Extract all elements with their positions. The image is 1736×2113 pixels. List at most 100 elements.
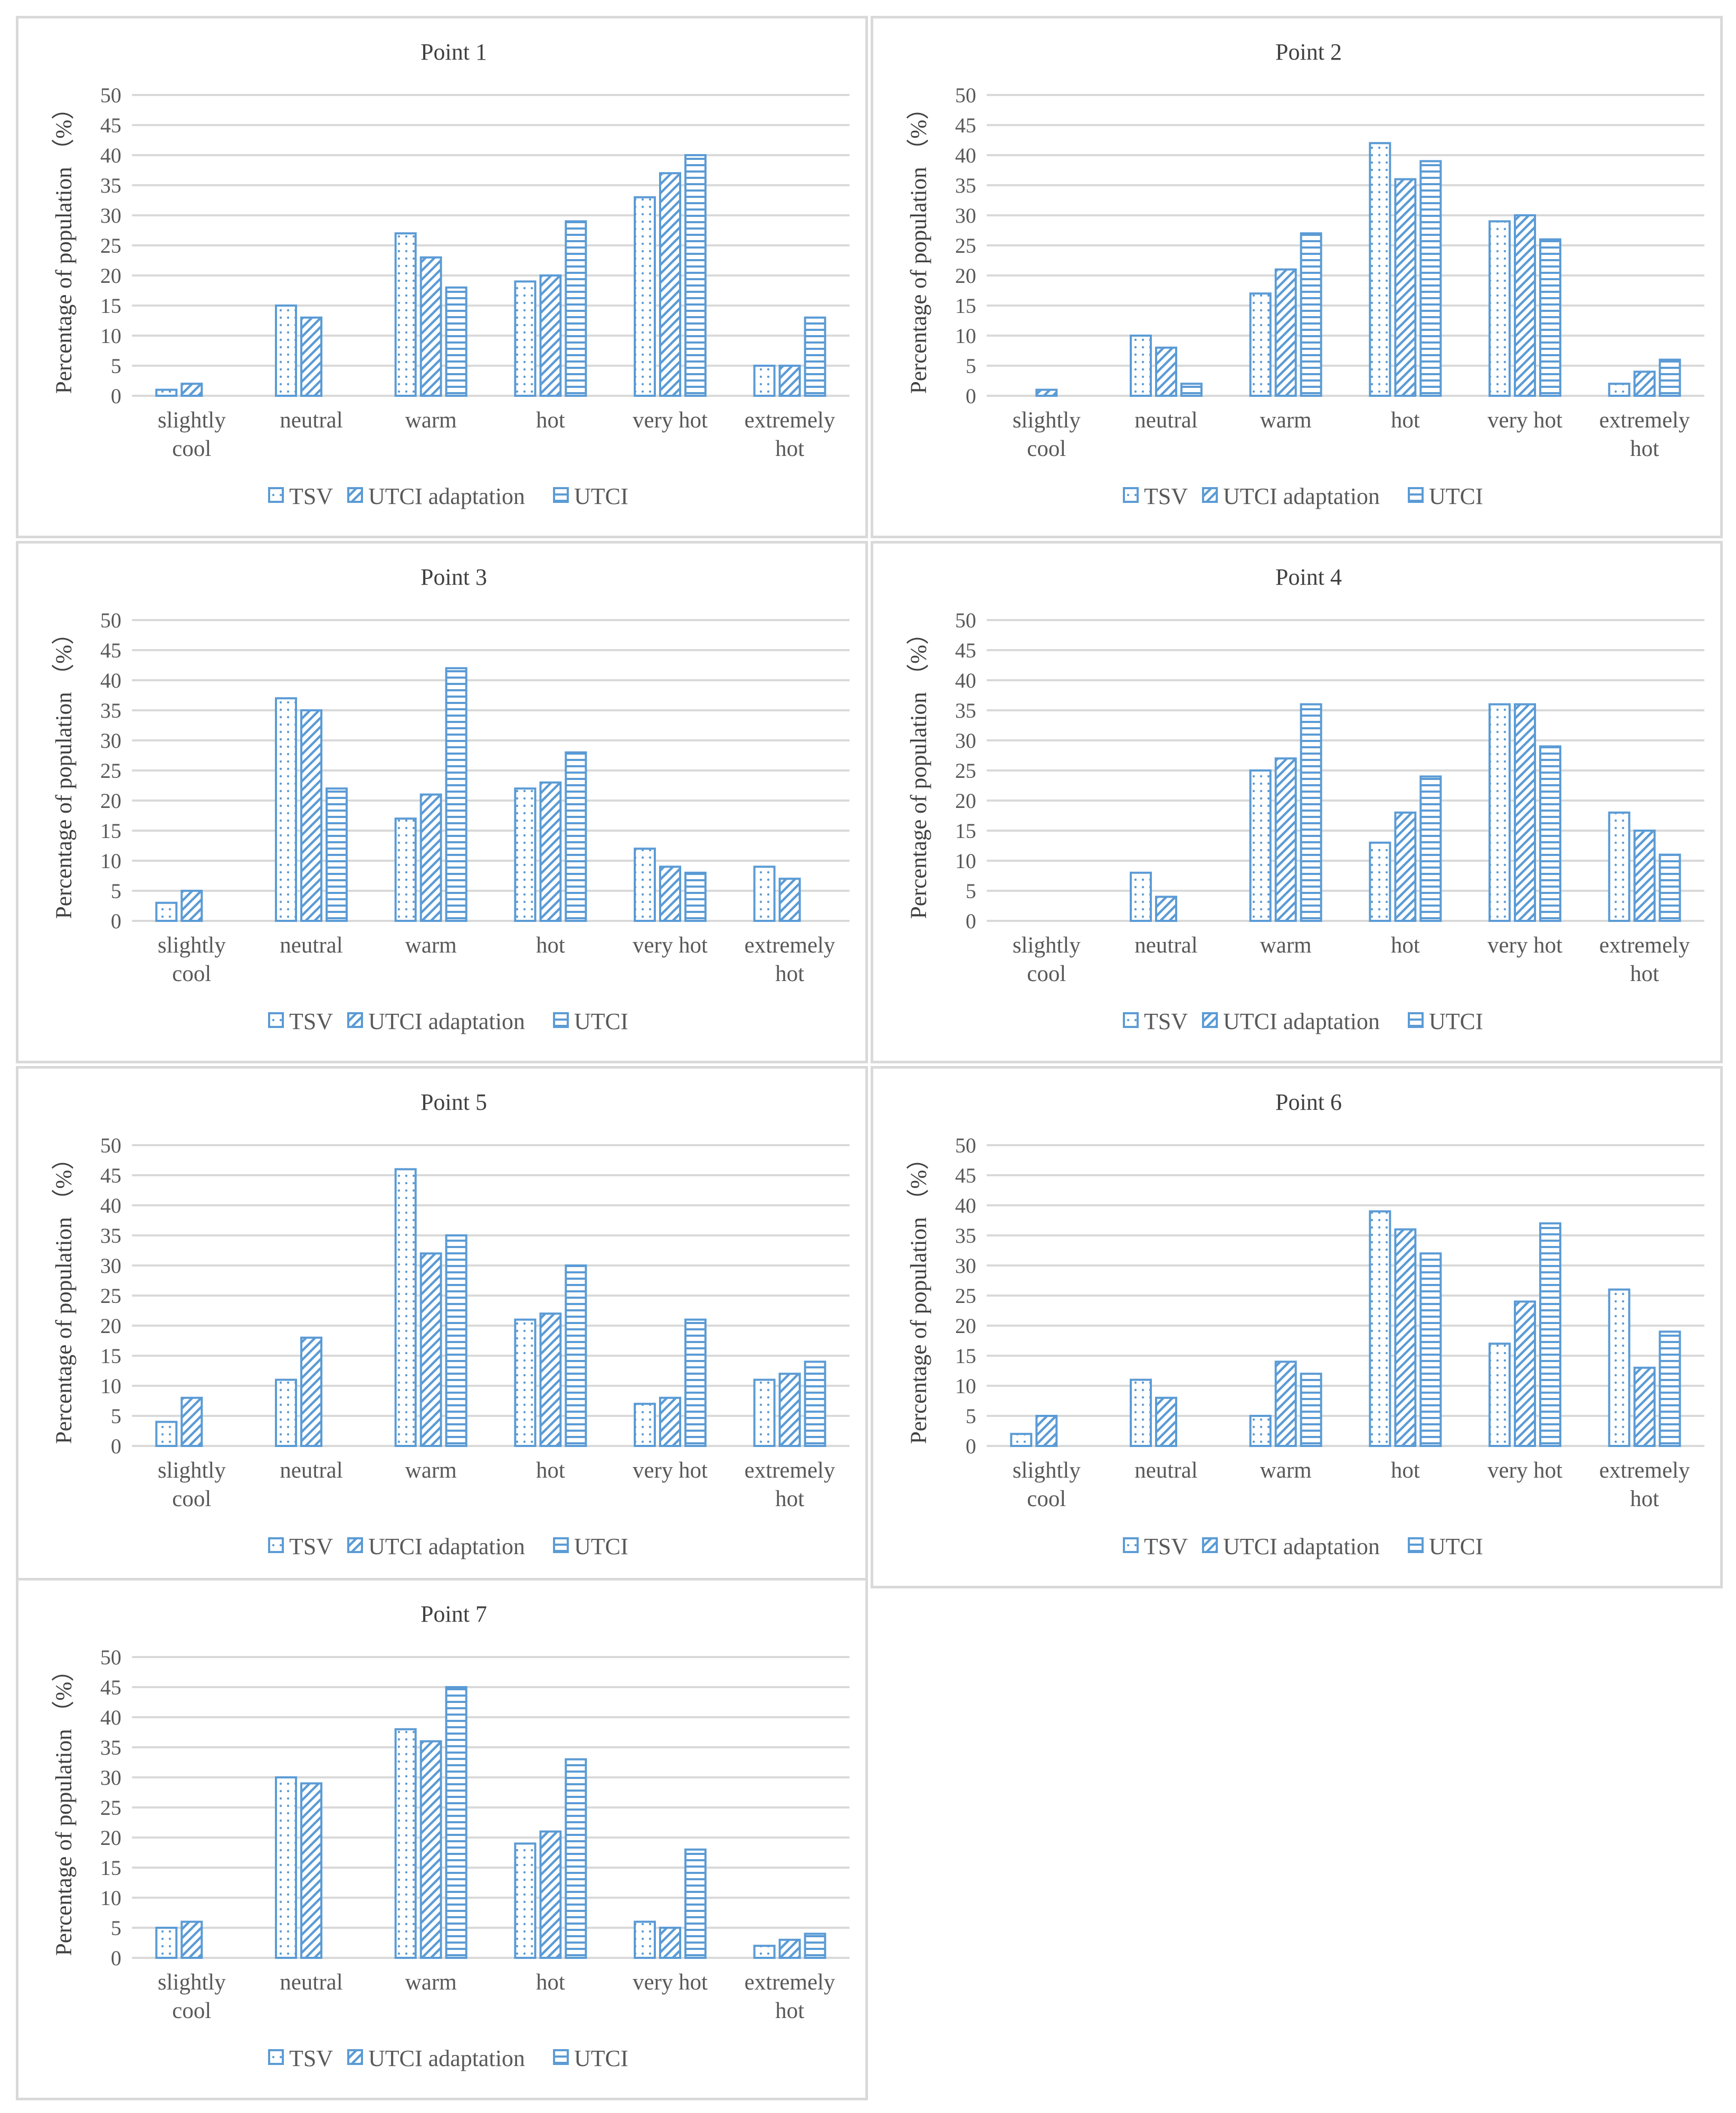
bar-utci — [1300, 1373, 1322, 1448]
legend-swatch-utci-adaptation — [347, 1012, 363, 1028]
legend-swatch-tsv — [268, 487, 284, 503]
legend-label: UTCI — [1429, 483, 1483, 509]
bar-tsv — [753, 365, 776, 397]
legend-swatch-utci — [553, 2049, 569, 2065]
bar-utci — [804, 1933, 826, 1959]
x-tick-label: slightly cool — [1013, 408, 1081, 461]
y-tick-label: 10 — [955, 1374, 976, 1398]
x-tick-label: warm — [1260, 1458, 1312, 1483]
y-tick-label: 45 — [955, 113, 976, 137]
y-tick-label: 5 — [111, 354, 121, 378]
y-tick-label: 20 — [955, 264, 976, 288]
x-tick-label: slightly cool — [158, 933, 226, 986]
x-tick-label: extremely hot — [745, 408, 835, 461]
bar-tsv — [1130, 1378, 1152, 1447]
bar-utci-adaptation — [1155, 896, 1177, 922]
bar-utci-adaptation — [1633, 1366, 1656, 1447]
bar-tsv — [155, 388, 178, 397]
bar-utci — [445, 1686, 468, 1959]
bar-utci-adaptation — [300, 1336, 322, 1447]
x-tick-label: warm — [405, 1458, 457, 1483]
bar-utci-adaptation — [419, 1252, 442, 1447]
y-tick-label: 15 — [100, 819, 121, 843]
x-tick-label: extremely hot — [1599, 408, 1690, 461]
bar-tsv — [1489, 220, 1511, 397]
bar-utci-adaptation — [659, 865, 681, 922]
chart-panel-point-3: Point 3 0 5 10 15 20 25 30 35 40 45 50 Percentage of… — [16, 541, 868, 1063]
y-tick-label: 45 — [955, 639, 976, 662]
chart-title: Point 2 — [1275, 39, 1342, 65]
y-tick-label: 10 — [100, 324, 121, 348]
bar-utci-adaptation — [1274, 268, 1297, 397]
y-tick-label: 10 — [955, 324, 976, 348]
bar-tsv — [1369, 142, 1391, 397]
x-tick-label: hot — [536, 1458, 565, 1483]
legend-label: TSV — [289, 483, 333, 509]
y-tick-label: 35 — [100, 699, 121, 722]
bar-tsv — [155, 1927, 178, 1959]
bar-tsv — [634, 1920, 656, 1959]
bar-utci-adaptation — [1274, 1360, 1297, 1448]
bar-chart: Point 5 0 5 10 15 20 25 30 35 40 45 50 Percentage of… — [52, 1089, 850, 1559]
bar-utci-adaptation — [778, 1938, 801, 1959]
x-tick-label: very hot — [1487, 933, 1562, 958]
y-tick-label: 0 — [111, 384, 121, 408]
legend-swatch-utci — [1408, 487, 1424, 503]
bar-utci — [684, 154, 707, 397]
y-tick-label: 40 — [955, 1194, 976, 1217]
legend-swatch-utci — [1408, 1012, 1424, 1028]
bar-utci-adaptation — [1155, 1396, 1177, 1447]
y-tick-label: 25 — [100, 1284, 121, 1308]
bar-tsv — [275, 304, 297, 397]
bar-tsv — [1249, 292, 1272, 397]
legend-label: UTCI adaptation — [1223, 1008, 1380, 1034]
x-tick-label: very hot — [633, 1458, 708, 1483]
y-tick-label: 15 — [955, 294, 976, 318]
bar-tsv — [1249, 769, 1272, 922]
y-tick-label: 15 — [100, 294, 121, 318]
bar-utci — [1539, 1222, 1561, 1447]
x-tick-label: neutral — [1134, 1458, 1197, 1483]
x-tick-label: neutral — [1134, 933, 1197, 958]
y-tick-label: 40 — [955, 669, 976, 692]
bar-tsv — [155, 1421, 178, 1448]
x-tick-label: neutral — [280, 1970, 342, 1995]
x-tick-label: slightly cool — [158, 1458, 226, 1511]
bar-utci-adaptation — [778, 365, 801, 397]
legend-swatch-tsv — [268, 1537, 284, 1553]
x-tick-label: neutral — [1134, 408, 1197, 433]
y-tick-label: 10 — [955, 849, 976, 873]
x-tick-label: extremely hot — [745, 1970, 835, 2023]
bar-tsv — [514, 787, 537, 922]
bar-tsv — [634, 1403, 656, 1448]
y-tick-label: 35 — [100, 174, 121, 197]
x-tick-label: warm — [1260, 408, 1312, 433]
y-tick-label: 30 — [955, 204, 976, 227]
chart-title: Point 1 — [421, 39, 487, 65]
legend-label: TSV — [1144, 1008, 1188, 1034]
legend-swatch-utci-adaptation — [1202, 487, 1218, 503]
y-tick-label: 30 — [100, 204, 121, 227]
bar-utci-adaptation — [539, 1830, 562, 1959]
y-tick-label: 35 — [955, 174, 976, 197]
y-tick-label: 35 — [955, 699, 976, 722]
bar-utci-adaptation — [1633, 370, 1656, 397]
bar-tsv — [634, 848, 656, 922]
x-tick-label: very hot — [633, 1970, 708, 1995]
bar-tsv — [394, 232, 417, 397]
x-tick-label: warm — [405, 933, 457, 958]
y-tick-label: 5 — [966, 354, 976, 378]
y-tick-label: 10 — [100, 849, 121, 873]
y-tick-label: 30 — [955, 1254, 976, 1278]
bar-tsv — [1369, 841, 1391, 922]
y-tick-label: 50 — [955, 608, 976, 632]
chart-panel-point-2: Point 2 0 5 10 15 20 25 30 35 40 45 50 Percentage of… — [871, 16, 1723, 538]
bar-utci-adaptation — [300, 316, 322, 397]
bar-tsv — [753, 865, 776, 922]
bar-utci-adaptation — [180, 1920, 203, 1959]
bar-utci — [684, 871, 707, 922]
bar-utci-adaptation — [659, 1396, 681, 1447]
bar-utci-adaptation — [1514, 1300, 1536, 1447]
bar-tsv — [1489, 703, 1511, 922]
bar-utci — [565, 220, 587, 397]
